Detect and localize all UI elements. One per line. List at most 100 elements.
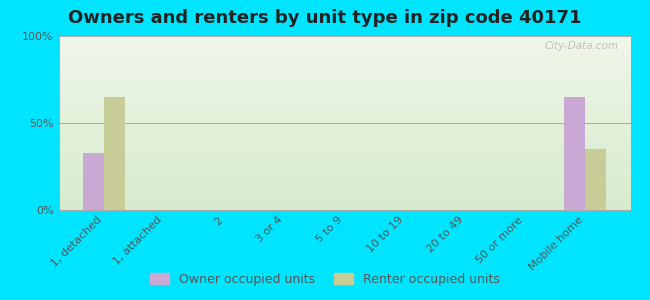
Bar <box>58 36 630 37</box>
Bar <box>58 123 630 124</box>
Bar <box>58 154 630 155</box>
Bar <box>58 162 630 163</box>
Bar <box>58 157 630 158</box>
Bar <box>58 55 630 56</box>
Bar <box>58 208 630 209</box>
Legend: Owner occupied units, Renter occupied units: Owner occupied units, Renter occupied un… <box>146 268 504 291</box>
Bar <box>58 41 630 42</box>
Bar <box>58 100 630 101</box>
Bar <box>58 52 630 53</box>
Bar <box>58 65 630 66</box>
Bar <box>58 110 630 111</box>
Bar <box>58 143 630 144</box>
Bar <box>58 172 630 173</box>
Bar <box>58 173 630 174</box>
Bar <box>58 96 630 97</box>
Bar <box>58 201 630 202</box>
Bar <box>58 75 630 76</box>
Bar <box>58 76 630 77</box>
Bar <box>58 68 630 69</box>
Bar <box>58 163 630 164</box>
Bar <box>58 113 630 114</box>
Bar <box>58 127 630 128</box>
Bar <box>58 85 630 86</box>
Bar <box>58 209 630 210</box>
Bar <box>58 57 630 58</box>
Bar <box>58 156 630 157</box>
Bar <box>58 131 630 132</box>
Bar <box>58 169 630 170</box>
Bar <box>58 130 630 131</box>
Bar <box>103 97 125 210</box>
Bar <box>58 72 630 73</box>
Bar <box>58 161 630 162</box>
Bar <box>58 92 630 93</box>
Bar <box>58 183 630 184</box>
Bar <box>58 56 630 57</box>
Bar <box>58 103 630 104</box>
Bar <box>58 118 630 119</box>
Bar <box>58 48 630 49</box>
Bar <box>58 174 630 175</box>
Bar <box>58 141 630 142</box>
Bar <box>58 142 630 143</box>
Bar <box>58 189 630 190</box>
Bar <box>58 181 630 182</box>
Bar <box>58 122 630 123</box>
Bar <box>58 115 630 116</box>
Bar <box>58 151 630 152</box>
Bar <box>58 147 630 148</box>
Bar <box>58 97 630 98</box>
Bar <box>58 202 630 203</box>
Bar <box>58 175 630 176</box>
Bar <box>58 86 630 87</box>
Bar <box>58 168 630 169</box>
Bar <box>58 135 630 136</box>
Bar <box>58 177 630 178</box>
Bar <box>58 85 630 86</box>
Bar <box>58 112 630 113</box>
Bar <box>58 137 630 138</box>
Bar <box>586 149 606 210</box>
Bar <box>58 179 630 180</box>
Bar <box>58 74 630 75</box>
Bar <box>58 59 630 60</box>
Bar <box>58 204 630 205</box>
Bar <box>58 88 630 89</box>
Bar <box>58 150 630 151</box>
Bar <box>58 126 630 127</box>
Bar <box>58 124 630 125</box>
Bar <box>58 144 630 145</box>
Bar <box>58 116 630 117</box>
Bar <box>58 190 630 191</box>
Bar <box>58 184 630 185</box>
Bar <box>58 206 630 207</box>
Bar <box>58 200 630 201</box>
Bar <box>58 114 630 115</box>
Bar <box>58 67 630 68</box>
Bar <box>58 40 630 41</box>
Bar <box>58 49 630 50</box>
Bar <box>58 182 630 183</box>
Bar <box>58 152 630 153</box>
Bar <box>58 63 630 64</box>
Bar <box>58 171 630 172</box>
Bar <box>58 87 630 88</box>
Bar <box>58 44 630 45</box>
Bar <box>58 100 630 101</box>
Bar <box>564 97 586 210</box>
Bar <box>58 92 630 93</box>
Bar <box>58 80 630 81</box>
Bar <box>58 107 630 108</box>
Bar <box>58 105 630 106</box>
Bar <box>58 117 630 118</box>
Bar <box>58 129 630 130</box>
Bar <box>58 139 630 140</box>
Bar <box>58 160 630 161</box>
Bar <box>58 93 630 94</box>
Bar <box>58 89 630 90</box>
Bar <box>58 98 630 99</box>
Bar <box>58 62 630 63</box>
Bar <box>58 104 630 105</box>
Bar <box>58 158 630 159</box>
